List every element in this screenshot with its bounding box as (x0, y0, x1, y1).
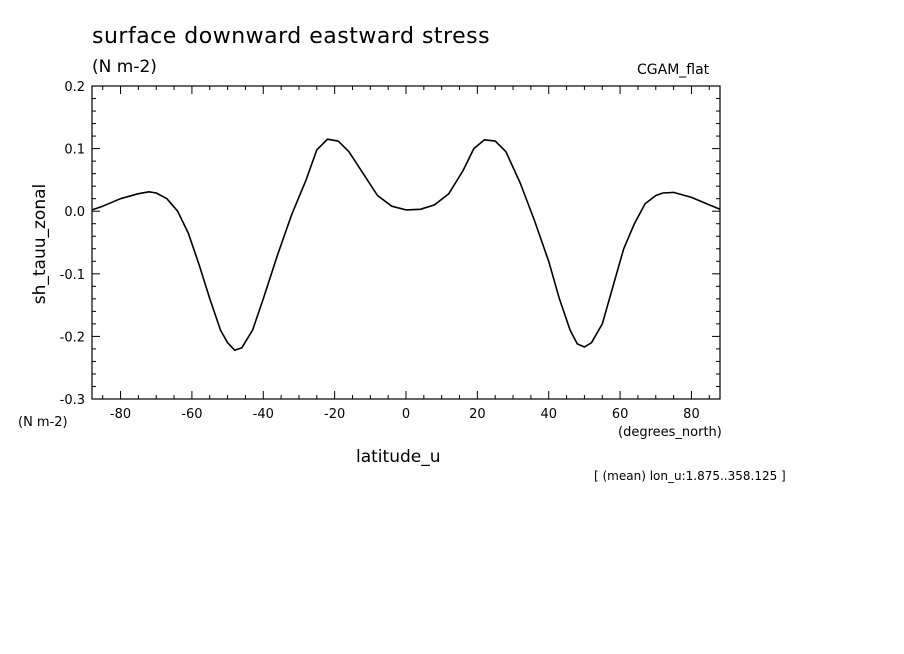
y-tick-label: 0.0 (64, 205, 85, 220)
axis-ticks (92, 85, 720, 400)
y-axis-unit: (N m-2) (18, 415, 68, 430)
chart-title: surface downward eastward stress (92, 24, 491, 49)
x-tick-label: -20 (324, 407, 345, 422)
x-tick-label: -60 (181, 407, 202, 422)
averaging-note: [ (mean) lon_u:1.875..358.125 ] (594, 469, 786, 483)
tick-labels: -80 -60 -40 -20 0 20 40 60 80 -0.3 -0.2 -0.1 0.0 0.1 0… (60, 80, 700, 422)
x-axis-label: latitude_u (356, 447, 441, 467)
dataset-label: CGAM_flat (637, 62, 710, 78)
y-tick-label: 0.2 (64, 80, 85, 95)
series-layer (91, 138, 721, 352)
y-tick-label: -0.1 (60, 268, 85, 283)
x-tick-label: -40 (253, 407, 274, 422)
y-tick-label: -0.3 (60, 393, 85, 408)
x-axis-unit: (degrees_north) (618, 425, 722, 440)
x-tick-label: 40 (540, 407, 557, 422)
x-tick-label: 0 (402, 407, 410, 422)
x-tick-label: -80 (110, 407, 131, 422)
x-tick-label: 60 (612, 407, 629, 422)
chart-subtitle-units: (N m-2) (92, 57, 157, 77)
x-tick-label: 80 (683, 407, 700, 422)
y-tick-label: 0.1 (64, 143, 85, 158)
y-tick-label: -0.2 (60, 330, 85, 345)
x-tick-label: 20 (469, 407, 486, 422)
series-line (91, 138, 721, 352)
